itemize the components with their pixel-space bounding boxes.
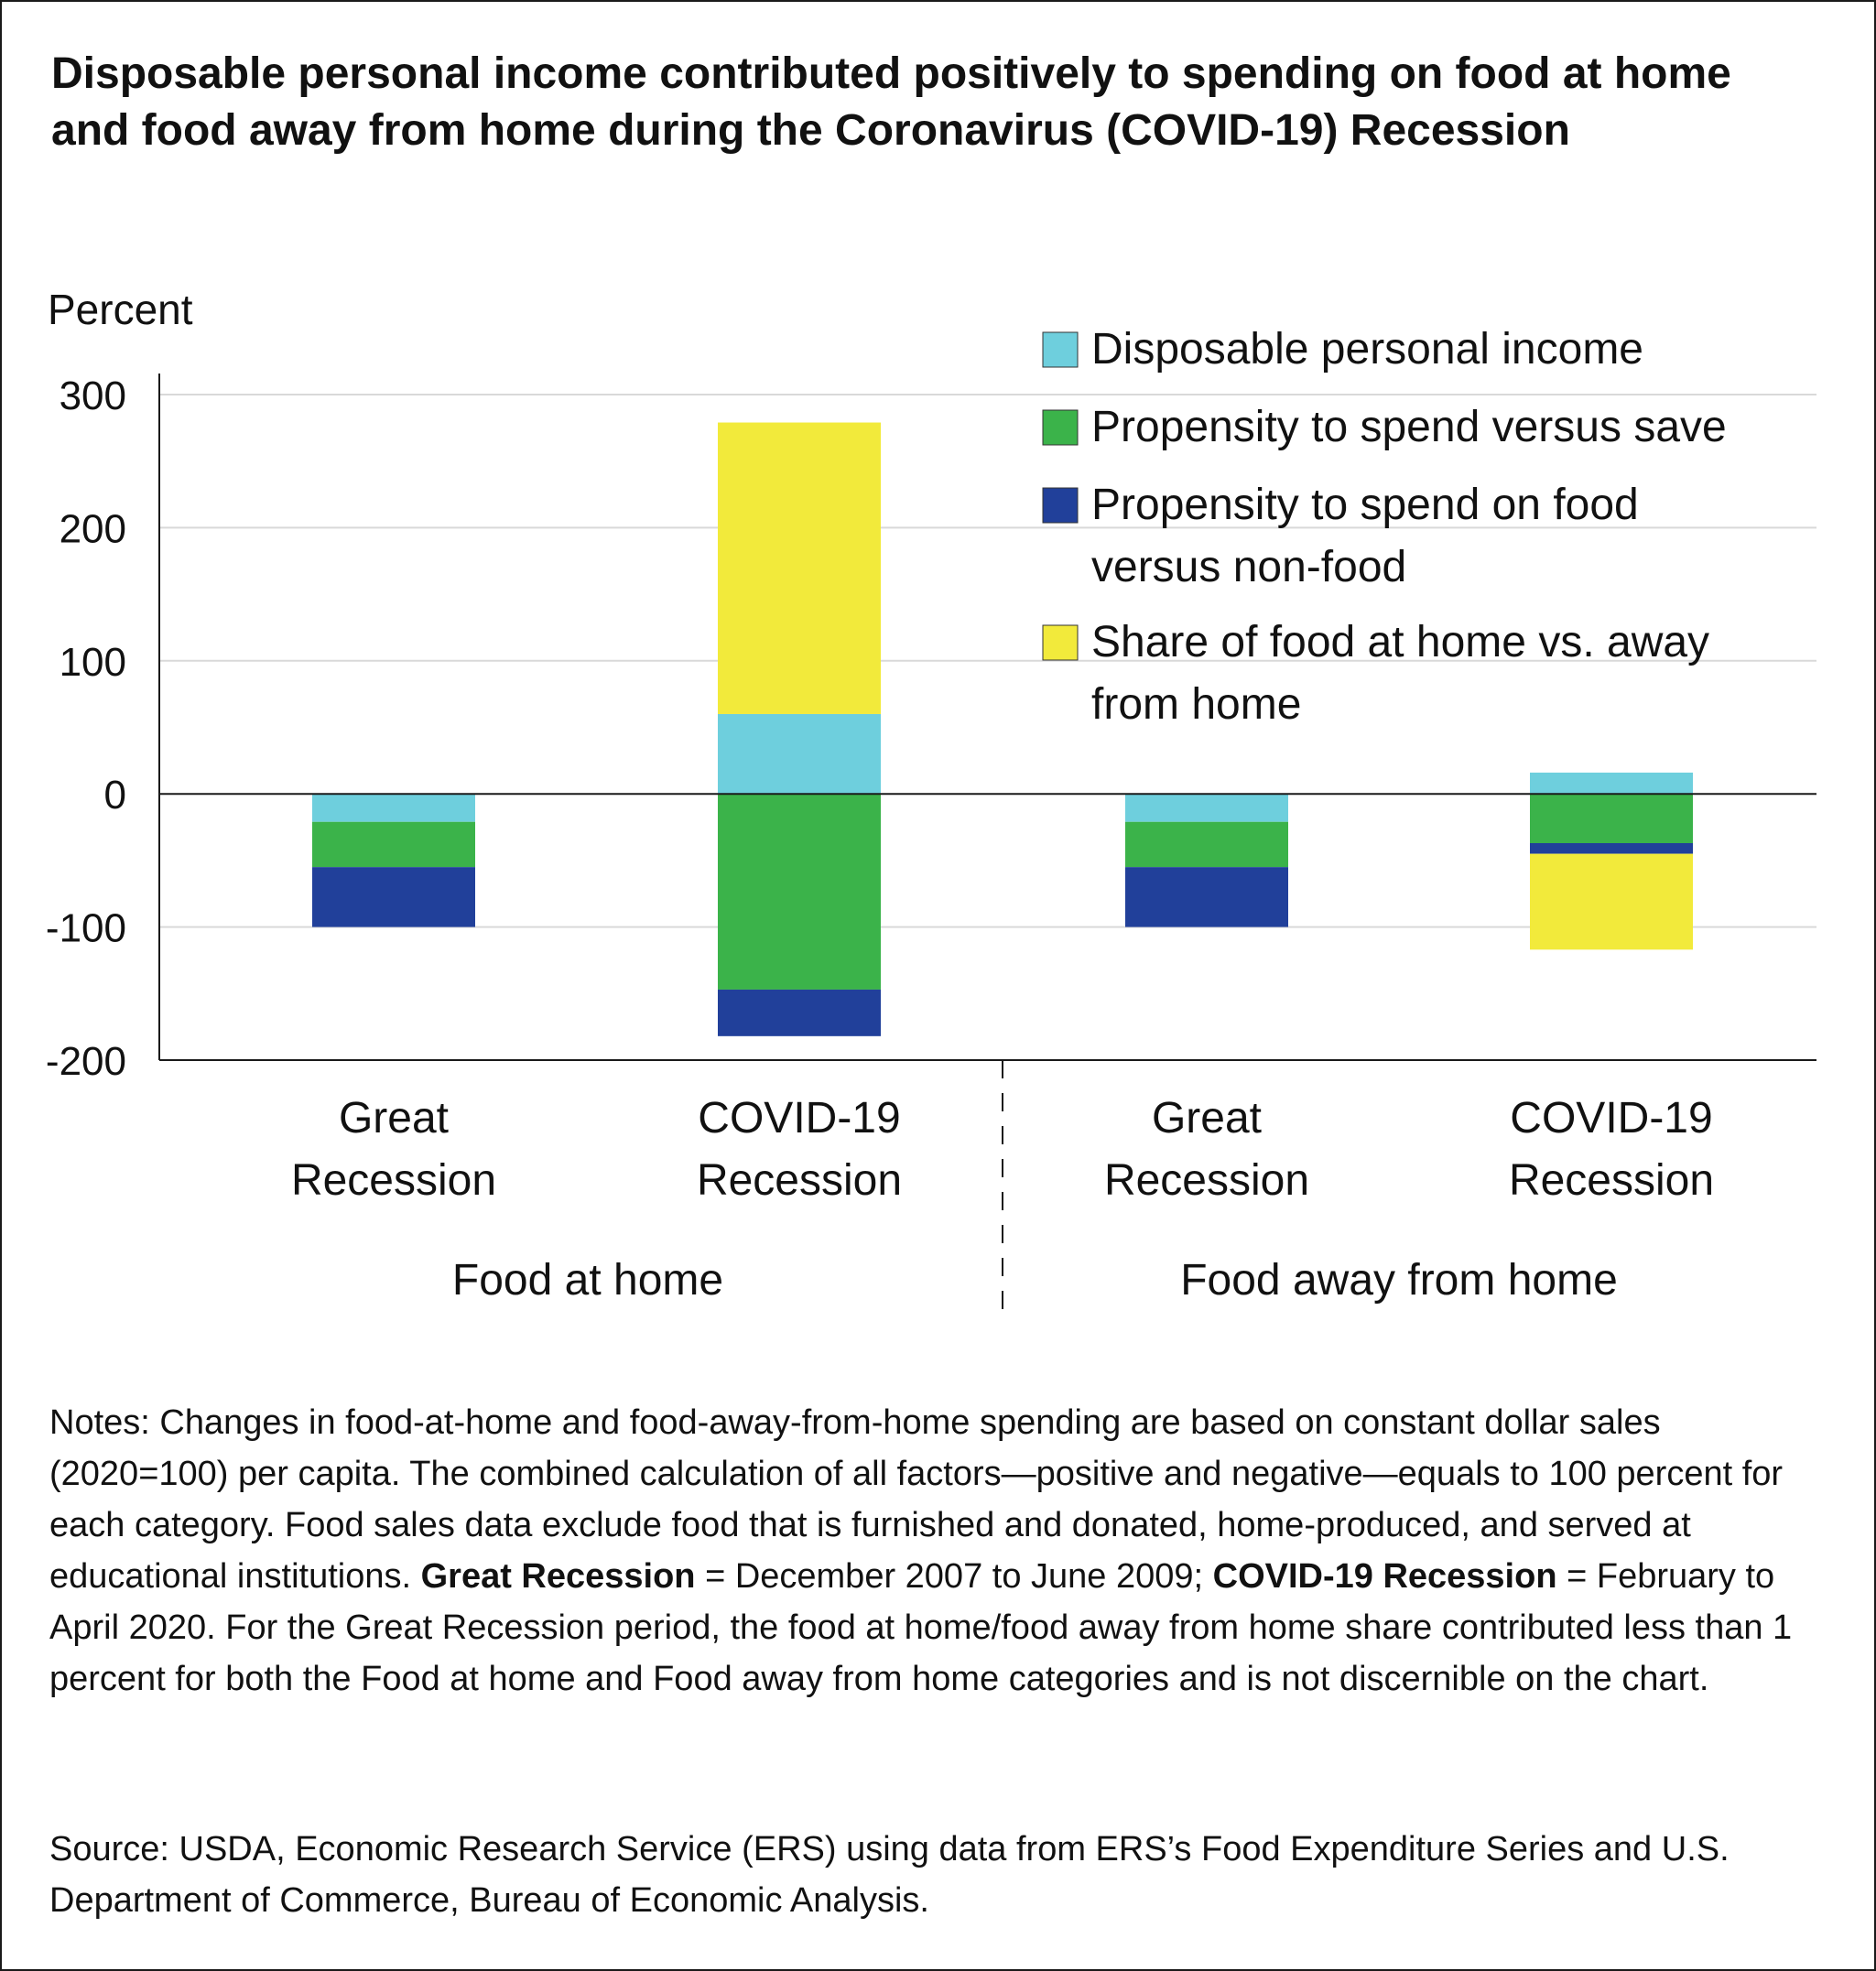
legend-swatch (1042, 624, 1079, 661)
notes-text-1: Notes: Changes in food-at-home and food-… (49, 1403, 1784, 1596)
legend-swatch (1042, 409, 1079, 446)
legend-swatch (1042, 487, 1079, 524)
notes-bold-covid-recession: COVID-19 Recession (1212, 1557, 1557, 1596)
bar-segment (1125, 867, 1288, 927)
bar-segment (1530, 794, 1693, 843)
bar-segment (718, 989, 881, 1036)
bar-segment (1125, 821, 1288, 868)
chart-title: Disposable personal income contributed p… (51, 49, 1731, 155)
y-tick-label: 0 (104, 773, 126, 818)
legend: Disposable personal income Propensity to … (1042, 325, 1727, 729)
notes-text-2: = December 2007 to June 2009; (695, 1557, 1213, 1596)
notes-text-3: = February to April 2020. For the Great … (49, 1557, 1793, 1698)
chart-notes: Notes: Changes in food-at-home and food-… (49, 1397, 1844, 1705)
y-tick-label: -100 (46, 906, 126, 951)
group-label: Food away from home (1180, 1256, 1618, 1305)
bar-segment (718, 713, 881, 795)
y-tick-label: 100 (60, 640, 126, 685)
y-tick-label: 200 (60, 506, 126, 551)
x-tick-label: Great Recession (291, 1094, 496, 1205)
group-label: Food at home (452, 1256, 723, 1305)
y-tick-label: -200 (46, 1039, 126, 1084)
legend-label: Propensity to spend versus save (1091, 403, 1727, 451)
bars (312, 422, 1693, 1036)
bar-segment (312, 867, 475, 927)
x-tick-label: COVID-19 Recession (697, 1094, 902, 1205)
chart-source: Source: USDA, Economic Research Service … (49, 1830, 1730, 1920)
legend-swatch (1042, 331, 1079, 368)
stacked-bar-chart: 300 200 100 0 -100 -200 Great Recession COVID-19… (46, 286, 1816, 1315)
bar-segment (1530, 853, 1693, 950)
bar-segment (312, 821, 475, 868)
bar-segment (312, 794, 475, 822)
bar-segment (718, 794, 881, 990)
axes: 300 200 100 0 -100 -200 Great Recession COVID-19… (46, 374, 1816, 1315)
y-axis-label: Percent (48, 286, 193, 333)
y-tick-label: 300 (60, 374, 126, 418)
notes-bold-great-recession: Great Recession (420, 1557, 696, 1596)
legend-label: Disposable personal income (1091, 325, 1643, 374)
x-tick-label: COVID-19 Recession (1509, 1094, 1714, 1205)
bar-segment (1530, 772, 1693, 795)
bar-segment (1125, 794, 1288, 822)
bar-segment (718, 422, 881, 714)
bar-segment (1530, 842, 1693, 854)
legend-label: Propensity to spend on food versus non-fo… (1091, 481, 1639, 591)
x-tick-label: Great Recession (1104, 1094, 1309, 1205)
legend-label: Share of food at home vs. away from home (1091, 618, 1709, 729)
